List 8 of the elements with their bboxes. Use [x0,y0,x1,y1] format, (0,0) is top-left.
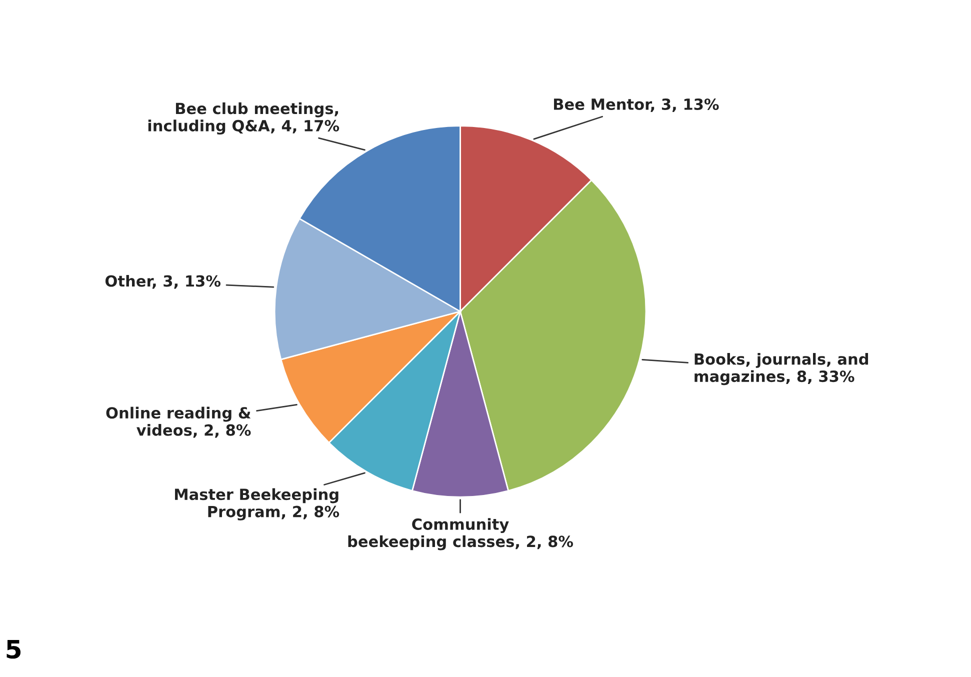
slice-label: Online reading & videos, 2, 8% [106,406,251,438]
slice-label: Other, 3, 13% [105,274,220,289]
slice-label: Master Beekeeping Program, 2, 8% [175,488,340,520]
slice-label: Community beekeeping classes, 2, 8% [348,518,574,550]
slice-label: Books, journals, and magazines, 8, 33% [694,353,868,386]
slice-label: Bee club meetings, including Q&A, 4, 17% [148,102,340,135]
slice-label: Bee Mentor, 3, 13% [554,98,719,112]
text: 5 [6,640,21,659]
